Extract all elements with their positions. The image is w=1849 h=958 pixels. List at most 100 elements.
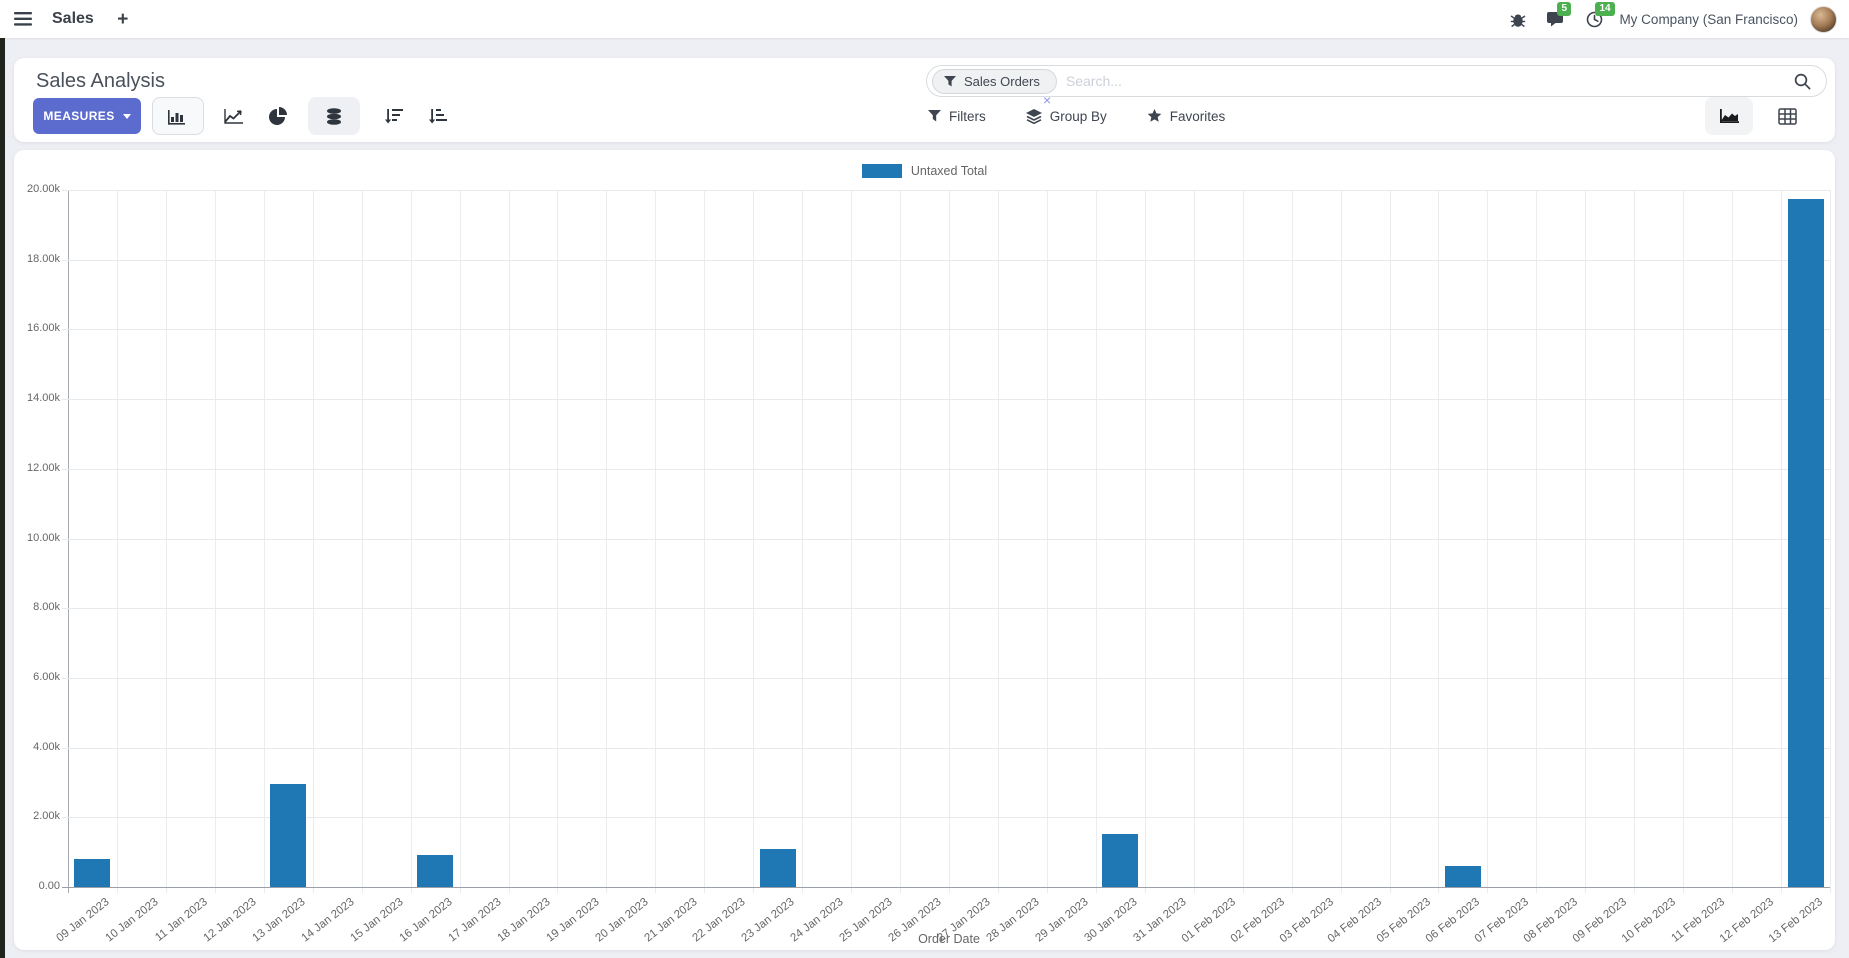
legend-item-untaxed-total[interactable]: Untaxed Total: [14, 164, 1835, 178]
chart-type-toolbar: [152, 97, 460, 135]
graph-view-button[interactable]: [1705, 97, 1753, 135]
y-axis-tick-label: 0.00: [38, 880, 60, 892]
gridline-horizontal: [62, 817, 1830, 819]
measures-dropdown-button[interactable]: MEASURES: [33, 98, 141, 134]
company-switcher[interactable]: My Company (San Francisco): [1619, 11, 1798, 27]
gridline-vertical: [1389, 190, 1391, 893]
gridline-vertical: [1046, 190, 1048, 893]
chevron-down-icon: [122, 113, 131, 119]
line-chart-button[interactable]: [212, 97, 256, 135]
gridline-vertical: [1634, 190, 1636, 893]
gridline-vertical: [1585, 190, 1587, 893]
bar-23-jan-2023[interactable]: [759, 848, 796, 887]
activities-count-badge: 14: [1595, 2, 1615, 16]
chart-view: Untaxed Total 0.00 2.00k 4.00k 6.00k 8.00k 10…: [14, 150, 1835, 950]
gridline-horizontal: [62, 329, 1830, 331]
messages-count-badge: 5: [1557, 2, 1571, 16]
search-submit-button[interactable]: [1792, 67, 1812, 95]
search-facet-label: Sales Orders: [964, 73, 1040, 89]
gridline-vertical: [1193, 190, 1195, 893]
line-chart-icon: [224, 108, 244, 124]
activities-button[interactable]: 14: [1581, 2, 1615, 33]
gridline-vertical: [1340, 190, 1342, 893]
control-panel: Sales Analysis Sales Orders × MEASURES: [14, 58, 1835, 142]
favorites-button[interactable]: Favorites: [1147, 108, 1226, 124]
user-avatar[interactable]: [1810, 5, 1837, 33]
gridline-horizontal: [62, 468, 1830, 470]
bar-30-jan-2023[interactable]: [1102, 833, 1139, 887]
gridline-vertical: [116, 190, 118, 893]
search-icon: [1794, 73, 1811, 90]
gridline-vertical: [1291, 190, 1293, 893]
gridline-vertical: [1438, 190, 1440, 893]
gridline-horizontal: [62, 538, 1830, 540]
x-axis-title: Order Date: [918, 932, 980, 946]
bug-icon: [1510, 11, 1526, 28]
apps-menu-button[interactable]: [10, 5, 36, 33]
pivot-table-icon: [1777, 107, 1797, 125]
y-axis-tick-label: 2.00k: [33, 810, 60, 823]
gridline-vertical: [1242, 190, 1244, 893]
filter-funnel-icon: [944, 75, 956, 87]
bar-06-feb-2023[interactable]: [1444, 866, 1481, 887]
y-axis-tick-label: 12.00k: [26, 461, 60, 474]
gridline-vertical: [1732, 190, 1734, 893]
gridline-vertical: [508, 190, 510, 893]
bar-chart-icon: [168, 108, 188, 125]
page-title: Sales Analysis: [36, 70, 165, 92]
filters-funnel-icon: [928, 110, 941, 122]
y-axis-tick-label: 8.00k: [33, 601, 60, 614]
view-switcher: [1705, 97, 1811, 135]
pivot-view-button[interactable]: [1763, 97, 1811, 135]
gridline-vertical: [410, 190, 412, 893]
legend-color-swatch: [861, 164, 902, 178]
gridline-vertical: [459, 190, 461, 893]
measures-label: MEASURES: [43, 109, 115, 123]
top-navbar: Sales + 5: [0, 0, 1849, 38]
new-tab-plus-button[interactable]: +: [110, 5, 136, 33]
filters-button[interactable]: Filters: [928, 109, 986, 124]
messages-button[interactable]: 5: [1543, 2, 1571, 33]
app-name-sales[interactable]: Sales: [52, 10, 94, 27]
area-chart-icon: [1718, 108, 1740, 125]
window-edge-strip: [0, 38, 5, 958]
debug-mode-button[interactable]: [1505, 5, 1531, 33]
gridline-vertical: [1095, 190, 1097, 893]
filters-label: Filters: [949, 108, 986, 124]
facet-remove-button[interactable]: ×: [1043, 92, 1052, 108]
gridline-vertical: [263, 190, 265, 893]
gridline-vertical: [1536, 190, 1538, 893]
favorites-label: Favorites: [1169, 108, 1226, 124]
bar-09-jan-2023[interactable]: [74, 859, 111, 887]
gridline-vertical: [655, 190, 657, 893]
y-axis-tick-label: 4.00k: [33, 740, 60, 753]
pie-chart-icon: [269, 107, 287, 125]
sort-descending-button[interactable]: [372, 97, 416, 135]
group-by-button[interactable]: Group By: [1025, 108, 1107, 124]
search-bar[interactable]: Sales Orders ×: [926, 65, 1827, 107]
stacked-database-icon: [325, 107, 343, 125]
gridline-horizontal: [62, 747, 1830, 749]
gridline-vertical: [1683, 190, 1685, 893]
gridline-vertical: [557, 190, 559, 893]
search-facet-sales-orders[interactable]: Sales Orders: [932, 68, 1057, 94]
gridline-vertical: [704, 190, 706, 893]
gridline-vertical: [851, 190, 853, 893]
hamburger-icon: [14, 12, 32, 26]
gridline-horizontal: [62, 399, 1830, 401]
sort-ascending-button[interactable]: [416, 97, 460, 135]
pie-chart-button[interactable]: [256, 97, 300, 135]
gridline-vertical: [997, 190, 999, 893]
gridline-vertical: [606, 190, 608, 893]
gridline-vertical: [802, 190, 804, 893]
gridline-vertical: [312, 190, 314, 893]
bar-16-jan-2023[interactable]: [417, 854, 454, 887]
plus-icon: +: [117, 8, 129, 30]
bar-13-feb-2023[interactable]: [1787, 198, 1824, 887]
stacked-toggle-button[interactable]: [308, 97, 360, 135]
search-input[interactable]: [1056, 73, 1792, 89]
bar-13-jan-2023[interactable]: [270, 784, 307, 887]
y-axis-tick-label: 6.00k: [33, 670, 60, 683]
bar-chart-button[interactable]: [152, 97, 204, 135]
gridline-vertical: [1781, 190, 1783, 893]
